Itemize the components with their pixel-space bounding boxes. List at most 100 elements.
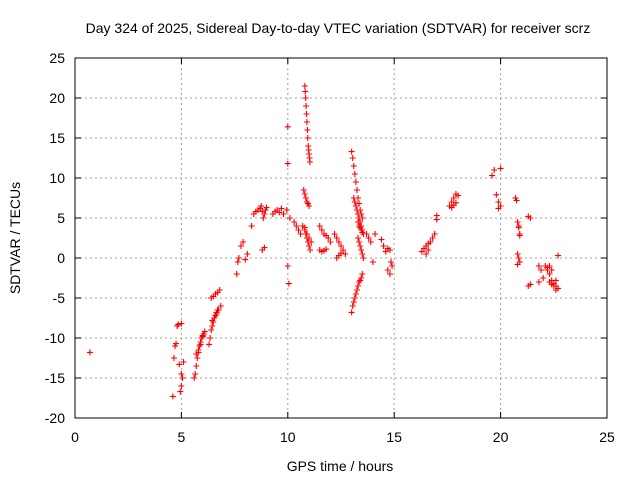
y-tick-label: 25 (49, 50, 65, 66)
data-point (358, 247, 365, 253)
data-point (240, 239, 247, 245)
x-tick-label: 15 (386, 429, 402, 445)
data-point (335, 239, 342, 245)
y-tick-label: -5 (53, 290, 66, 306)
data-point (170, 355, 177, 361)
data-point (427, 239, 434, 245)
data-point (515, 255, 522, 261)
data-point (209, 323, 216, 329)
data-point (351, 199, 358, 205)
data-point (293, 223, 300, 229)
data-point (211, 315, 218, 321)
data-point (382, 248, 389, 255)
data-point (493, 191, 500, 198)
data-point (331, 231, 338, 237)
data-point (546, 271, 553, 277)
data-point (357, 243, 364, 249)
data-point (338, 250, 344, 257)
data-point (386, 271, 393, 277)
data-point (348, 148, 355, 155)
data-point (450, 195, 457, 201)
data-point (304, 135, 311, 141)
data-point (516, 231, 523, 237)
data-point (191, 375, 198, 381)
data-point (355, 283, 362, 289)
data-point (233, 271, 240, 277)
data-point (300, 187, 307, 193)
data-point (389, 263, 396, 269)
data-point (552, 287, 559, 293)
data-point (452, 199, 459, 206)
data-point (338, 243, 344, 249)
data-point (316, 223, 323, 229)
data-point (327, 239, 334, 245)
x-tick-label: 25 (599, 429, 615, 445)
data-point (217, 303, 224, 309)
chart-title: Day 324 of 2025, Sidereal Day-to-day VTE… (86, 20, 591, 36)
data-point (285, 280, 292, 287)
x-tick-label: 5 (178, 429, 186, 445)
data-point (179, 375, 186, 381)
data-point (425, 247, 432, 253)
grid-layer (75, 58, 607, 418)
data-point (215, 307, 222, 313)
data-point (491, 167, 498, 173)
data-point (302, 195, 309, 201)
data-point (353, 287, 360, 293)
data-point (180, 359, 187, 365)
data-point (386, 247, 393, 253)
data-point (307, 247, 314, 253)
data-point (367, 239, 374, 245)
data-point (342, 251, 349, 257)
data-point (352, 203, 359, 209)
data-point (177, 388, 184, 395)
data-point (418, 248, 425, 255)
data-point (515, 223, 522, 229)
data-point (302, 88, 309, 95)
data-point (348, 309, 355, 316)
data-point (302, 95, 309, 101)
data-point (234, 259, 241, 265)
data-point (455, 192, 462, 199)
data-point (349, 303, 356, 309)
data-point (355, 211, 362, 217)
x-tick-label: 20 (493, 429, 509, 445)
data-point (301, 227, 308, 233)
data-point (360, 255, 367, 261)
data-point (175, 321, 182, 328)
data-point (280, 211, 287, 217)
data-point (235, 255, 242, 261)
data-point (495, 205, 502, 212)
data-point (550, 283, 557, 289)
data-point (301, 83, 308, 89)
y-tick-label: -15 (45, 370, 65, 386)
data-point (513, 197, 520, 204)
data-point (178, 383, 185, 389)
data-point (535, 279, 542, 285)
data-point (495, 199, 502, 205)
data-point (429, 235, 436, 241)
data-point (176, 361, 183, 368)
data-point (207, 335, 214, 341)
data-point (306, 159, 313, 165)
data-point (365, 235, 372, 241)
data-point (358, 275, 365, 281)
data-point (299, 223, 306, 229)
data-point (384, 267, 391, 273)
data-point (363, 231, 370, 237)
data-point (433, 212, 440, 219)
data-point (356, 215, 363, 221)
data-points (86, 83, 562, 400)
data-point (178, 320, 185, 327)
x-tick-label: 0 (71, 429, 79, 445)
data-point (192, 371, 199, 377)
data-point (304, 127, 311, 133)
data-point (538, 267, 545, 273)
data-point (278, 205, 285, 212)
y-tick-label: 5 (57, 210, 65, 226)
data-point (352, 179, 359, 185)
data-point (349, 155, 356, 161)
data-point (193, 363, 200, 369)
data-point (303, 111, 310, 117)
